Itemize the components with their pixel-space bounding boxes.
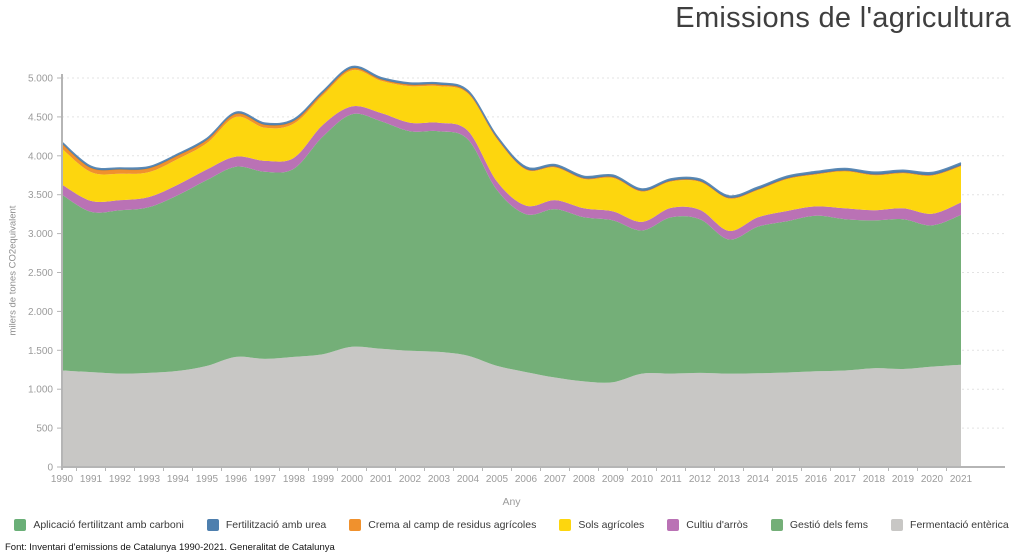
x-tick-label: 2002 bbox=[399, 474, 422, 485]
y-tick-label: 3.500 bbox=[28, 190, 53, 201]
area-fermentacio-enterica bbox=[62, 346, 961, 467]
x-tick-label: 2014 bbox=[747, 474, 770, 485]
x-tick-label: 1997 bbox=[254, 474, 277, 485]
y-tick-label: 4.000 bbox=[28, 151, 53, 162]
y-tick-label: 3.000 bbox=[28, 229, 53, 240]
x-tick-label: 1999 bbox=[312, 474, 335, 485]
x-tick-label: 2000 bbox=[341, 474, 364, 485]
x-tick-label: 2005 bbox=[486, 474, 509, 485]
legend-label: Sols agrícoles bbox=[578, 519, 645, 531]
y-tick-label: 500 bbox=[36, 424, 53, 435]
source-note: Font: Inventari d'emissions de Catalunya… bbox=[5, 542, 335, 553]
x-tick-label: 2007 bbox=[544, 474, 567, 485]
x-tick-label: 1995 bbox=[196, 474, 219, 485]
x-tick-label: 1994 bbox=[167, 474, 190, 485]
legend-label: Gestió dels fems bbox=[789, 519, 869, 531]
x-tick-label: 2013 bbox=[718, 474, 741, 485]
x-tick-label: 1991 bbox=[80, 474, 103, 485]
legend-item-gestio-dels-fems[interactable]: Gestió dels fems bbox=[770, 519, 869, 531]
legend-item-sols-agricoles[interactable]: Sols agrícoles bbox=[559, 519, 644, 531]
chart-title: Emissions de l'agricultura bbox=[675, 2, 1011, 34]
legend-swatch-icon bbox=[770, 519, 783, 531]
legend-label: Cultiu d'arròs bbox=[686, 519, 748, 531]
legend-item-crema-al-camp-de-residus-agricoles[interactable]: Crema al camp de residus agrícoles bbox=[349, 519, 536, 531]
x-tick-label: 2001 bbox=[370, 474, 393, 485]
legend-swatch-icon bbox=[206, 519, 219, 531]
x-tick-label: 2015 bbox=[776, 474, 799, 485]
legend-swatch-icon bbox=[349, 519, 362, 531]
x-tick-label: 2009 bbox=[602, 474, 625, 485]
x-tick-label: 2011 bbox=[660, 474, 682, 485]
y-tick-label: 1.000 bbox=[28, 385, 53, 396]
y-tick-label: 0 bbox=[47, 463, 53, 474]
x-axis-title: Any bbox=[502, 496, 521, 508]
x-tick-label: 2018 bbox=[863, 474, 886, 485]
stacked-area-plot: 0 500 1.000 1.500 2.000 2.500 3.000 3.500 4.000 4… bbox=[28, 65, 1005, 485]
x-tick-label: 2012 bbox=[689, 474, 712, 485]
legend-label: Fermentació entèrica bbox=[910, 519, 1009, 531]
y-tick-label: 2.500 bbox=[28, 268, 53, 279]
x-tick-label: 1998 bbox=[283, 474, 306, 485]
x-tick-label: 1992 bbox=[109, 474, 132, 485]
x-tick-label: 2004 bbox=[457, 474, 480, 485]
x-tick-label: 2017 bbox=[834, 474, 857, 485]
y-tick-label: 2.000 bbox=[28, 307, 53, 318]
legend-label: Fertilització amb urea bbox=[225, 519, 327, 531]
x-tick-label: 2020 bbox=[921, 474, 944, 485]
chart-legend: Aplicació fertilitzant amb carboni Fertil… bbox=[0, 519, 1023, 531]
x-tick-label: 2003 bbox=[428, 474, 451, 485]
area-gestio-dels-fems bbox=[62, 113, 961, 383]
x-tick-label: 2010 bbox=[631, 474, 654, 485]
legend-swatch-icon bbox=[667, 519, 680, 531]
legend-swatch-icon bbox=[14, 519, 27, 531]
x-tick-label: 1993 bbox=[138, 474, 161, 485]
x-tick-label: 2021 bbox=[950, 474, 973, 485]
legend-item-fertilitzacio-amb-urea[interactable]: Fertilització amb urea bbox=[206, 519, 327, 531]
x-tick-label: 1990 bbox=[51, 474, 74, 485]
y-tick-label: 4.500 bbox=[28, 112, 53, 123]
y-tick-label: 1.500 bbox=[28, 346, 53, 357]
legend-swatch-icon bbox=[891, 519, 904, 531]
legend-label: Crema al camp de residus agrícoles bbox=[368, 519, 537, 531]
x-tick-label: 1996 bbox=[225, 474, 248, 485]
x-tick-label: 2016 bbox=[805, 474, 828, 485]
legend-swatch-icon bbox=[559, 519, 572, 531]
x-tick-label: 2006 bbox=[515, 474, 538, 485]
legend-label: Aplicació fertilitzant amb carboni bbox=[33, 519, 184, 531]
legend-item-fermentacio-enterica[interactable]: Fermentació entèrica bbox=[891, 519, 1009, 531]
x-tick-label: 2019 bbox=[892, 474, 915, 485]
line-fertilitzacio-amb-urea bbox=[61, 65, 962, 197]
area-sols-agricoles bbox=[62, 69, 961, 231]
y-tick-label: 5.000 bbox=[28, 74, 53, 85]
x-tick-label: 2008 bbox=[573, 474, 596, 485]
legend-item-aplicacio-fertilitzant-amb-carboni[interactable]: Aplicació fertilitzant amb carboni bbox=[14, 519, 184, 531]
legend-item-cultiu-d-arros[interactable]: Cultiu d'arròs bbox=[667, 519, 748, 531]
